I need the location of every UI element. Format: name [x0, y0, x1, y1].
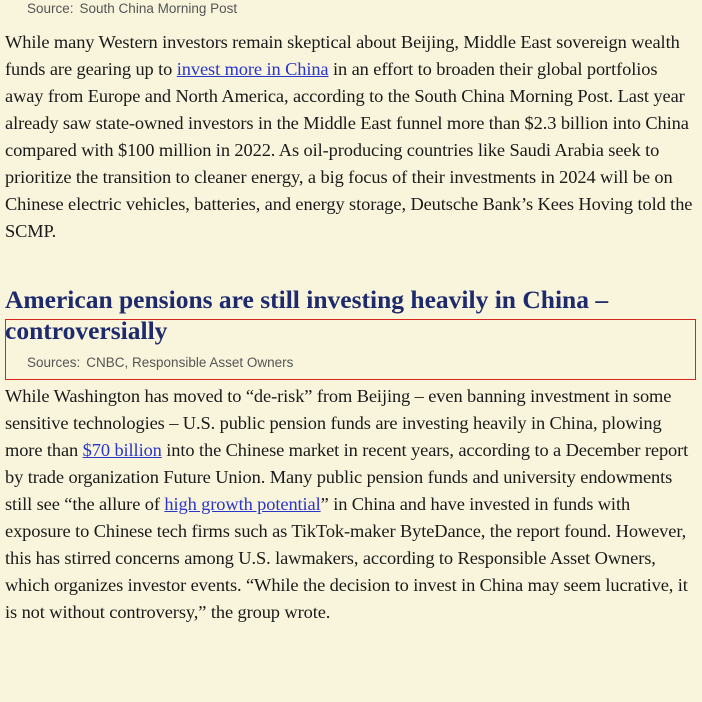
- inline-link[interactable]: invest more in China: [176, 59, 329, 79]
- source-label: Sources:: [27, 355, 81, 370]
- text-run: While Washington has moved to “de-risk” …: [5, 386, 672, 460]
- source-text: South China Morning Post: [79, 1, 238, 16]
- source-label: Source:: [27, 1, 74, 16]
- inline-link[interactable]: $70 billion: [82, 440, 162, 460]
- paragraph: While Washington has moved to “de-risk” …: [5, 383, 697, 626]
- text-run: ” in China and have invested in funds wi…: [5, 494, 688, 622]
- highlight-box: [5, 319, 696, 380]
- source-line: Source: South China Morning Post: [27, 1, 237, 16]
- text-run: into the Chinese market in recent years,…: [5, 440, 689, 514]
- source-line: Sources: CNBC, Responsible Asset Owners: [27, 355, 293, 370]
- source-text: CNBC, Responsible Asset Owners: [86, 355, 294, 370]
- inline-link[interactable]: high growth potential: [164, 494, 321, 514]
- section-heading: American pensions are still investing he…: [5, 285, 609, 345]
- text-run: While many Western investors remain skep…: [5, 32, 680, 79]
- text-run: in an effort to broaden their global por…: [5, 59, 693, 241]
- paragraph: While many Western investors remain skep…: [5, 29, 697, 245]
